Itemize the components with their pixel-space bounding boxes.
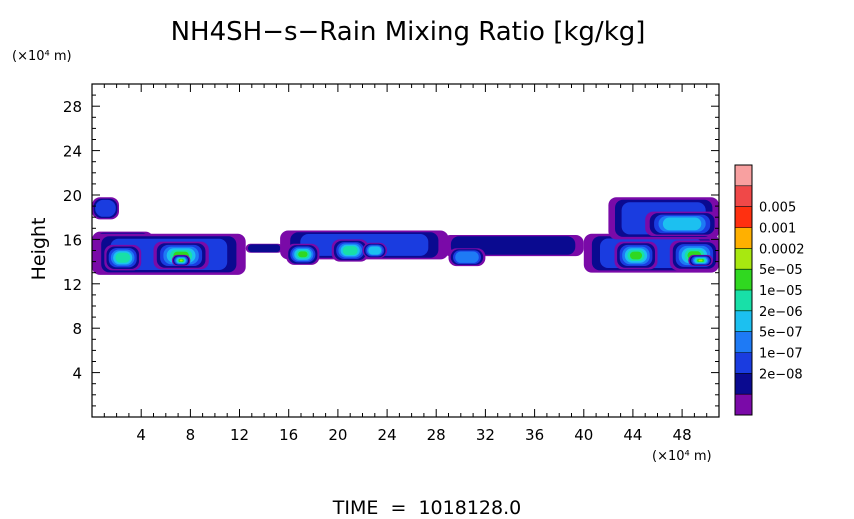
x-tick-label-44: 44 (623, 426, 642, 444)
chart-title: NH4SH−s−Rain Mixing Ratio [kg/kg] (171, 17, 646, 47)
colorbar-swatch-4 (735, 331, 752, 353)
x-tick-label-12: 12 (230, 426, 249, 444)
colorbar-label-4: 5e−05 (759, 263, 803, 278)
y-tick-label-16: 16 (63, 231, 82, 249)
colorbar: 0.005 0.001 0.0002 5e−05 1e−05 2e−06 5e−07 1e−0… (734, 164, 805, 416)
colorbar-swatch-3 (735, 352, 752, 374)
field-region-13-band-6 (298, 251, 308, 258)
y-tick-label-8: 8 (72, 320, 82, 338)
field-region-15-band-4 (368, 246, 382, 255)
field-region-10-band-5 (115, 252, 131, 263)
x-tick-label-36: 36 (525, 426, 544, 444)
colorbar-swatch-12 (735, 165, 752, 187)
colorbar-swatch-10 (735, 206, 752, 228)
y-tick-label-12: 12 (63, 276, 82, 294)
colorbar-swatch-9 (735, 227, 752, 249)
colorbar-label-7: 5e−07 (759, 326, 803, 341)
y-unit-label: (×10⁴ m) (12, 49, 72, 64)
field-region-19-band-4 (662, 217, 702, 231)
field-region-12-band-7 (179, 259, 183, 262)
x-tick-label-4: 4 (136, 426, 146, 444)
field-region-14-band-5 (342, 246, 358, 255)
field-layer (92, 197, 719, 275)
x-tick-label-28: 28 (427, 426, 446, 444)
field-region-16-band-6 (630, 251, 642, 260)
field-region-4-band-1 (247, 244, 281, 253)
y-tick-label-20: 20 (63, 187, 82, 205)
colorbar-frame (734, 164, 753, 416)
colorbar-label-6: 2e−06 (759, 305, 803, 320)
colorbar-swatch-1 (735, 394, 752, 416)
x-tick-label-16: 16 (279, 426, 298, 444)
field-region-18-band-7 (698, 259, 703, 262)
colorbar-swatch-11 (735, 185, 752, 207)
x-unit-label: (×10⁴ m) (652, 449, 712, 464)
field-region-1-band-2 (95, 199, 116, 217)
colorbar-swatch-5 (735, 310, 752, 332)
y-axis-label: Height (28, 218, 50, 281)
colorbar-label-1: 0.005 (759, 201, 796, 216)
colorbar-label-9: 2e−08 (759, 367, 803, 382)
time-footer: TIME = 1018128.0 (332, 497, 521, 519)
x-tick-label-32: 32 (476, 426, 495, 444)
colorbar-swatch-7 (735, 269, 752, 291)
colorbar-swatch-6 (735, 290, 752, 312)
y-tick-label-4: 4 (72, 365, 82, 383)
x-tick-label-40: 40 (574, 426, 593, 444)
x-tick-label-48: 48 (673, 426, 692, 444)
y-tick-label-24: 24 (63, 143, 82, 161)
colorbar-label-8: 1e−07 (759, 347, 803, 362)
colorbar-swatch-2 (735, 373, 752, 395)
y-tick-label-28: 28 (63, 98, 82, 116)
colorbar-label-2: 0.001 (759, 222, 796, 237)
colorbar-swatch-8 (735, 248, 752, 270)
x-tick-label-24: 24 (378, 426, 397, 444)
colorbar-label-3: 0.0002 (759, 242, 805, 257)
x-tick-label-8: 8 (186, 426, 196, 444)
x-tick-label-20: 20 (328, 426, 347, 444)
colorbar-label-5: 1e−05 (759, 284, 803, 299)
field-region-7-band-3 (455, 251, 479, 263)
